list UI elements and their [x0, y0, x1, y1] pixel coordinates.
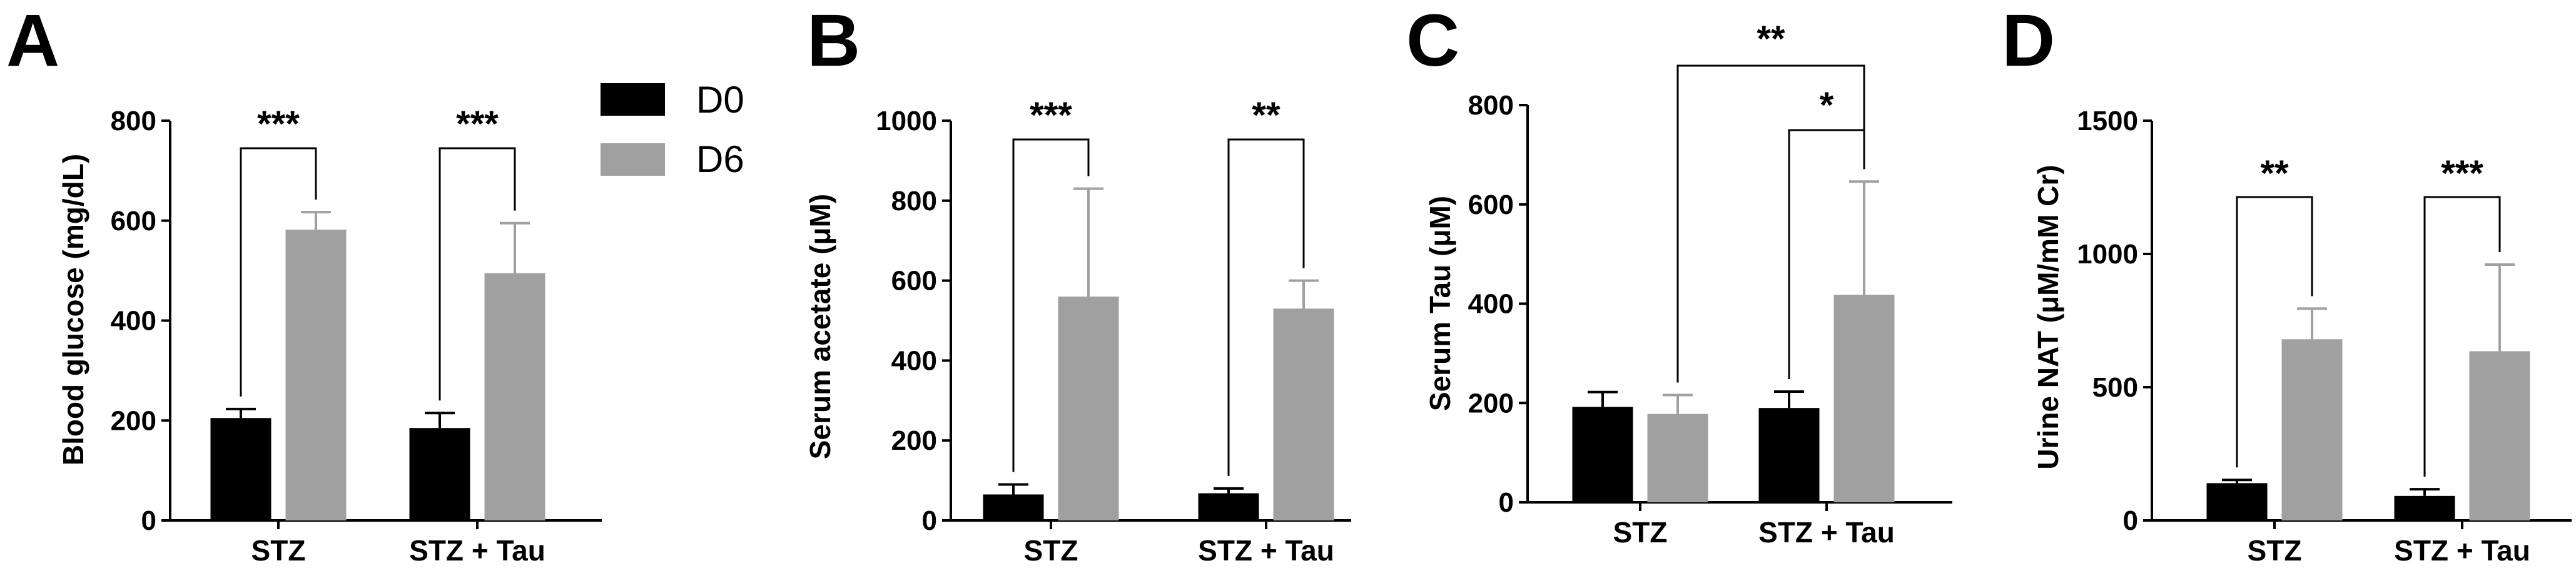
significance-label-c-1: * [1820, 85, 1834, 126]
legend-swatch-d6 [601, 143, 665, 176]
y-axis-label-b: Serum acetate (μM) [804, 194, 836, 459]
y-tick-label-c-0: 0 [1499, 487, 1514, 518]
bar-c-d6-0 [1647, 413, 1708, 502]
significance-label-c-0: ** [1757, 19, 1785, 59]
bars-a [210, 211, 545, 520]
panel-a: A Blood glucose (mg/dL) 0 200 400 600 800 STZ… [6, 0, 602, 567]
y-tick-label-b-2: 400 [891, 345, 937, 376]
legend: D0 D6 [601, 79, 744, 180]
significance-d: ** *** [2236, 153, 2501, 477]
significance-bracket-b-1 [1227, 138, 1305, 476]
y-tick-label-a-0: 0 [141, 505, 156, 536]
bar-b-d0-1 [1198, 493, 1259, 520]
y-tick-label-c-2: 400 [1468, 289, 1514, 320]
y-tick-label-a-2: 400 [111, 306, 156, 337]
y-tick-label-c-4: 800 [1468, 90, 1514, 121]
significance-b: *** ** [1012, 95, 1305, 476]
y-tick-label-a-1: 200 [111, 405, 156, 436]
y-tick-label-d-1: 500 [2092, 372, 2138, 403]
bars-d [2206, 263, 2530, 520]
y-axis-label-d: Urine NAT (μM/mM Cr) [2032, 165, 2064, 469]
bar-b-d0-0 [983, 494, 1044, 520]
bar-b-d6-0 [1058, 297, 1119, 520]
bar-a-d6-1 [484, 273, 545, 520]
bar-d-d6-1 [2469, 351, 2530, 520]
x-tick-label-d-0: STZ [2248, 534, 2302, 567]
y-tick-label-b-5: 1000 [876, 106, 937, 136]
y-tick-label-c-3: 600 [1468, 190, 1514, 220]
x-tick-label-a-0: STZ [251, 534, 306, 567]
bar-a-d0-1 [409, 428, 470, 520]
y-tick-label-b-0: 0 [922, 505, 937, 536]
significance-label-d-0: ** [2260, 153, 2289, 194]
bar-d-d0-0 [2206, 483, 2268, 520]
panel-letter-b: B [807, 0, 860, 82]
significance-label-a-0: *** [257, 104, 300, 144]
significance-c: *** [1676, 19, 1865, 383]
significance-bracket-c-0 [1676, 64, 1865, 383]
y-tick-label-d-3: 1500 [2077, 106, 2138, 136]
x-tick-label-d-1: STZ + Tau [2394, 534, 2530, 567]
panel-letter-c: C [1406, 0, 1459, 82]
y-tick-label-b-1: 200 [891, 425, 937, 456]
legend-label-d6: D6 [696, 138, 744, 180]
bar-d-d6-0 [2281, 339, 2343, 520]
y-tick-label-d-2: 1000 [2077, 239, 2138, 270]
significance-a: *** *** [240, 104, 516, 401]
axes-d: 0 500 1000 1500 STZ STZ + Tau [2077, 106, 2572, 567]
significance-bracket-a-1 [439, 147, 516, 401]
bars-b [983, 187, 1334, 520]
significance-label-b-0: *** [1030, 95, 1072, 136]
x-tick-label-c-0: STZ [1613, 516, 1668, 549]
panel-c: C Serum Tau (μM) 0 200 400 600 800 STZ STZ + T… [1406, 0, 1952, 549]
x-tick-label-b-0: STZ [1024, 534, 1078, 567]
significance-bracket-d-1 [2423, 196, 2501, 477]
x-tick-label-b-1: STZ + Tau [1198, 534, 1334, 567]
y-axis-label-a: Blood glucose (mg/dL) [57, 154, 89, 465]
bar-c-d0-1 [1758, 408, 1820, 502]
significance-label-b-1: ** [1252, 95, 1280, 136]
bar-c-d0-0 [1572, 407, 1633, 502]
panel-letter-d: D [2002, 0, 2055, 82]
significance-label-d-1: *** [2441, 153, 2483, 194]
axes-a: 0 200 400 600 800 STZ STZ + Tau [111, 106, 602, 567]
bar-b-d6-1 [1273, 308, 1334, 520]
significance-bracket-a-0 [240, 147, 317, 397]
significance-bracket-b-0 [1012, 138, 1090, 472]
bar-a-d6-0 [285, 230, 347, 520]
x-tick-label-a-1: STZ + Tau [409, 534, 545, 567]
y-tick-label-a-4: 800 [111, 106, 156, 136]
y-tick-label-a-3: 600 [111, 206, 156, 236]
significance-bracket-c-1 [1788, 129, 1865, 379]
bar-d-d0-1 [2394, 495, 2455, 520]
bars-c [1572, 180, 1895, 502]
y-tick-label-d-0: 0 [2123, 505, 2138, 536]
significance-bracket-d-0 [2236, 196, 2313, 468]
legend-swatch-d0 [601, 83, 665, 116]
x-tick-label-c-1: STZ + Tau [1758, 516, 1895, 549]
axes-c: 0 200 400 600 800 STZ STZ + Tau [1468, 90, 1952, 549]
y-axis-label-c: Serum Tau (μM) [1424, 196, 1456, 411]
bar-c-d6-1 [1833, 295, 1895, 502]
significance-label-a-1: *** [456, 104, 499, 144]
y-tick-label-b-3: 600 [891, 266, 937, 297]
y-tick-label-b-4: 800 [891, 186, 937, 216]
legend-label-d0: D0 [696, 79, 744, 121]
bar-a-d0-0 [210, 418, 271, 520]
y-tick-label-c-1: 200 [1468, 388, 1514, 418]
panel-d: D Urine NAT (μM/mM Cr) 0 500 1000 1500 STZ ST… [2002, 0, 2572, 567]
panel-letter-a: A [6, 0, 59, 82]
panel-b: B Serum acetate (μM) 0 200 400 600 800 1000 ST… [804, 0, 1351, 567]
